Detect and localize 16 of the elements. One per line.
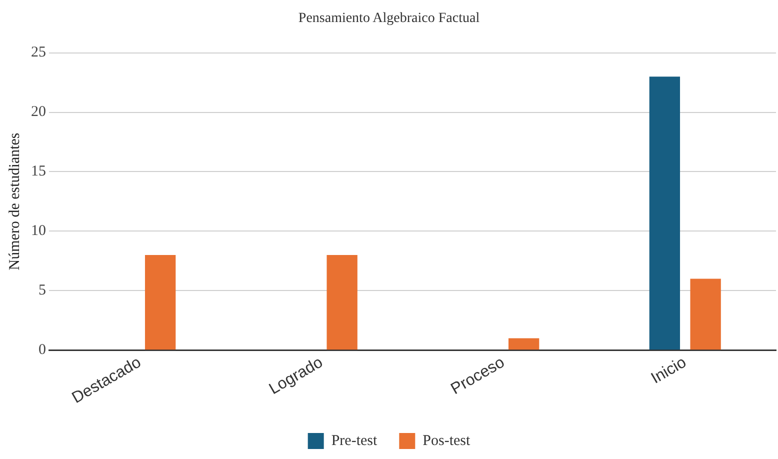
chart-title: Pensamiento Algebraico Factual: [298, 11, 480, 26]
legend-label: Pos-test: [422, 432, 471, 449]
legend-label: Pre-test: [331, 432, 378, 449]
bar: [326, 254, 358, 350]
x-tick-label: Inicio: [648, 354, 690, 388]
y-tick-label: 0: [38, 342, 46, 358]
bar: [144, 254, 176, 350]
y-tick-label: 10: [31, 223, 46, 240]
bar: [508, 338, 540, 350]
bar: [690, 278, 721, 350]
bar: [649, 76, 680, 350]
y-tick-label: 15: [31, 164, 46, 180]
y-axis-title: Número de estudiantes: [6, 132, 23, 270]
y-tick-label: 5: [38, 282, 46, 299]
y-tick-label: 25: [31, 44, 46, 61]
y-tick-label: 20: [31, 104, 46, 120]
